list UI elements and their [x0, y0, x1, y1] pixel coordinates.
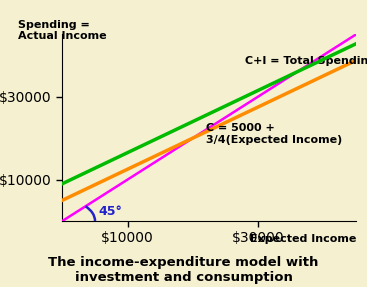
Text: The income-expenditure model with
investment and consumption: The income-expenditure model with invest…: [48, 256, 319, 284]
Text: C = 5000 +
3/4(Expected Income): C = 5000 + 3/4(Expected Income): [206, 123, 342, 145]
Text: C+I = Total Spending: C+I = Total Spending: [245, 56, 367, 66]
Text: Expected Income: Expected Income: [250, 234, 356, 244]
Text: Spending =
Actual Income: Spending = Actual Income: [18, 20, 107, 41]
Text: 45°: 45°: [98, 205, 122, 218]
